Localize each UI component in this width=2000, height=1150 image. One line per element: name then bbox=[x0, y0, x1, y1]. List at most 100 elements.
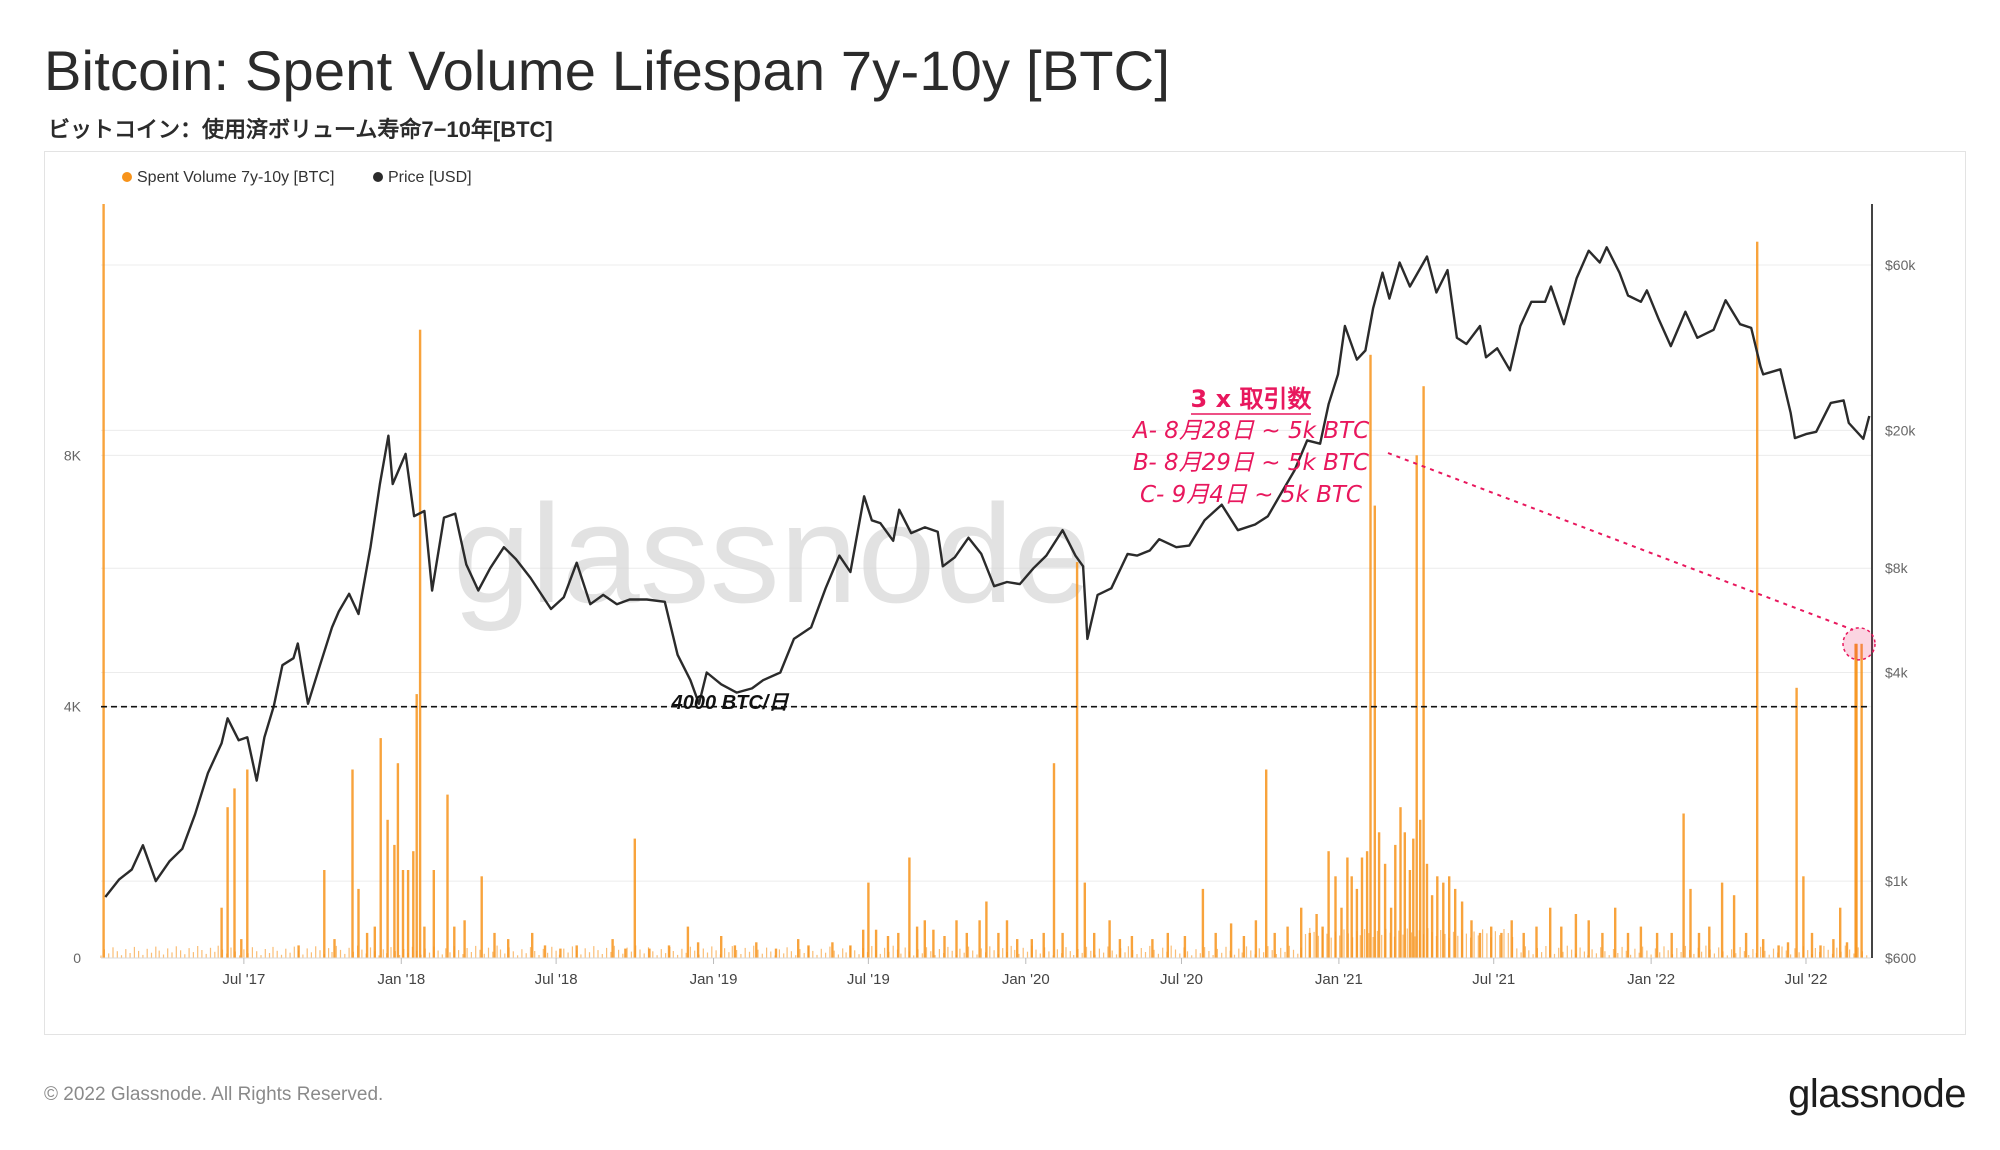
volume-bar-minor bbox=[854, 950, 856, 958]
volume-bar-minor bbox=[394, 951, 396, 958]
volume-bar-minor bbox=[1140, 948, 1142, 958]
volume-bar-minor bbox=[1709, 949, 1711, 958]
volume-bar-minor bbox=[1406, 928, 1408, 958]
volume-bar-minor bbox=[1170, 945, 1172, 958]
volume-bar-minor bbox=[1849, 949, 1851, 958]
volume-bar-minor bbox=[875, 950, 877, 958]
volume-bar-minor bbox=[1115, 954, 1118, 958]
volume-bar-minor bbox=[858, 954, 860, 958]
volume-bar bbox=[406, 870, 410, 958]
volume-bar-minor bbox=[571, 946, 573, 958]
volume-bar bbox=[1130, 936, 1134, 958]
volume-bar bbox=[1346, 857, 1349, 958]
legend-label: Spent Volume 7y-10y [BTC] bbox=[137, 169, 334, 186]
volume-bar-minor bbox=[1267, 946, 1269, 958]
volume-bar-minor bbox=[601, 954, 603, 958]
volume-bar-minor bbox=[1136, 954, 1138, 958]
volume-bar bbox=[1334, 876, 1337, 958]
volume-bar-minor bbox=[445, 948, 447, 958]
volume-bar-minor bbox=[1465, 933, 1467, 958]
volume-bar-minor bbox=[1575, 953, 1577, 958]
volume-bar bbox=[1762, 939, 1765, 958]
volume-bar-minor bbox=[1494, 931, 1496, 958]
volume-bar-minor bbox=[829, 946, 831, 958]
volume-bar-minor bbox=[837, 954, 839, 958]
axes-group: 0 4K 8K $600 $1k $4k $8k $20k $60k Jul '17 Jan '18… bbox=[64, 204, 1916, 988]
volume-bar-minor bbox=[1680, 952, 1682, 958]
volume-bar bbox=[1394, 844, 1397, 958]
volume-bar-minor bbox=[1440, 930, 1442, 958]
volume-bar-minor bbox=[361, 949, 363, 958]
volume-bar-minor bbox=[1836, 947, 1838, 958]
volume-bar-minor bbox=[1654, 948, 1656, 958]
volume-bar-minor bbox=[731, 946, 733, 958]
right-axis-tick-label: $600 bbox=[1885, 950, 1916, 966]
volume-bar-minor bbox=[761, 953, 763, 958]
volume-bar-minor bbox=[1431, 932, 1433, 958]
volume-bar-minor bbox=[951, 950, 953, 958]
volume-bar-minor bbox=[1423, 934, 1425, 958]
volume-bar-minor bbox=[879, 953, 881, 958]
volume-bar-minor bbox=[1127, 946, 1129, 958]
volume-bar-minor bbox=[1718, 947, 1720, 958]
volume-bar-minor bbox=[1755, 952, 1757, 958]
volume-bar-minor bbox=[251, 947, 253, 958]
volume-bar-minor bbox=[517, 955, 519, 958]
threshold-group: 4000 BTC/日 bbox=[101, 692, 1871, 714]
volume-bar bbox=[1042, 932, 1045, 958]
left-axis-tick-label: 4K bbox=[64, 699, 82, 715]
volume-bar bbox=[446, 794, 449, 958]
volume-bar-minor bbox=[1790, 954, 1792, 958]
volume-bar-minor bbox=[795, 955, 797, 958]
volume-bar-minor bbox=[272, 946, 274, 958]
volume-bar bbox=[1720, 882, 1724, 958]
volume-bar-minor bbox=[1022, 947, 1024, 958]
volume-bar-minor bbox=[1389, 932, 1391, 958]
volume-bar-minor bbox=[1524, 946, 1526, 958]
volume-bar-minor bbox=[1587, 955, 1589, 958]
volume-bar-minor bbox=[1297, 953, 1299, 958]
volume-bar-minor bbox=[943, 953, 945, 958]
volume-bar-minor bbox=[1549, 950, 1551, 958]
legend-marker bbox=[373, 172, 383, 182]
volume-bar-minor bbox=[328, 948, 330, 958]
volume-bar bbox=[246, 769, 249, 958]
volume-bar bbox=[943, 936, 946, 958]
volume-bar-minor bbox=[976, 954, 978, 958]
volume-bar-minor bbox=[1288, 945, 1290, 958]
volume-bar bbox=[1655, 932, 1659, 958]
volume-bar bbox=[1626, 932, 1630, 958]
volume-bar bbox=[1360, 857, 1364, 958]
volume-bar-minor bbox=[1600, 947, 1602, 958]
volume-bar-minor bbox=[1162, 947, 1164, 958]
volume-bar-minor bbox=[1473, 931, 1475, 958]
volume-bar-minor bbox=[167, 948, 169, 958]
volume-bar-minor bbox=[669, 947, 671, 958]
volume-bar-minor bbox=[993, 950, 995, 958]
volume-bar-minor bbox=[1280, 947, 1282, 958]
right-axis-tick-label: $1k bbox=[1885, 873, 1909, 889]
volume-bar bbox=[1016, 939, 1019, 958]
volume-bar bbox=[1183, 936, 1187, 958]
volume-bar-minor bbox=[319, 950, 321, 958]
volume-bar bbox=[357, 888, 360, 958]
volume-bar-minor bbox=[862, 948, 864, 958]
volume-bar-minor bbox=[256, 951, 258, 958]
volume-bar-minor bbox=[1520, 952, 1522, 958]
volume-bar bbox=[1601, 932, 1604, 958]
volume-bar bbox=[897, 932, 900, 958]
volume-bar bbox=[1408, 870, 1412, 958]
volume-bar-minor bbox=[1124, 952, 1126, 958]
volume-bar bbox=[1093, 932, 1096, 958]
volume-bar-minor bbox=[280, 954, 283, 958]
volume-bar-minor bbox=[525, 953, 527, 958]
volume-bar-minor bbox=[1663, 946, 1665, 958]
volume-bar-minor bbox=[1781, 946, 1783, 958]
volume-bar-minor bbox=[630, 951, 632, 958]
volume-bar bbox=[1083, 882, 1086, 958]
volume-bar-minor bbox=[1625, 950, 1627, 958]
volume-bar bbox=[1151, 939, 1154, 958]
annotation-highlight-circle bbox=[1842, 627, 1876, 661]
volume-bar-minor bbox=[938, 949, 940, 958]
volume-bar-minor bbox=[1650, 954, 1652, 958]
